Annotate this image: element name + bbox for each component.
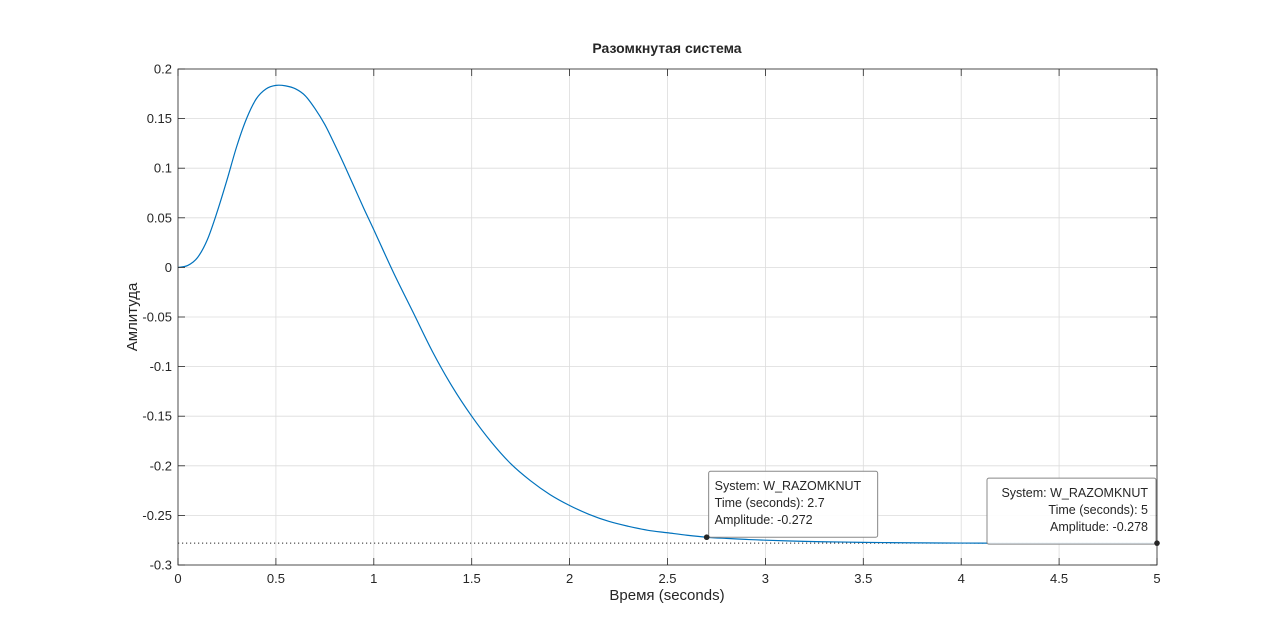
x-tick-labels: 0 0.5 1 1.5 2 2.5 3 3.5 4 4.5 5 [174,571,1160,586]
y-ticks [178,68,1157,566]
y-tick-label: -0.15 [142,409,172,424]
chart-title: Разомкнутая система [592,40,741,56]
x-tick-label: 0 [174,571,181,586]
datatips: System: W_RAZOMKNUT Time (seconds): 2.7 Am… [703,470,1160,546]
y-tick-label: 0.1 [154,161,172,176]
x-tick-label: 1 [370,571,377,586]
y-tick-label: 0.15 [147,111,172,126]
datatip-marker[interactable] [703,534,710,541]
series-line[interactable] [177,84,1157,544]
x-tick-label: 4 [958,571,965,586]
x-tick-label: 0.5 [267,571,285,586]
y-tick-label: -0.3 [150,558,172,573]
datatip-marker[interactable] [1154,540,1160,546]
y-axis-label: Амлитуда [124,282,141,351]
y-tick-label: -0.1 [150,359,172,374]
datatip[interactable]: System: W_RAZOMKNUT Time (seconds): 2.7 Am… [703,470,879,541]
y-tick-label: 0 [165,260,172,275]
x-tick-label: 5 [1153,571,1160,586]
datatip-line: Amplitude: -0.278 [1050,520,1148,534]
x-tick-label: 2 [566,571,573,586]
datatip-line: System: W_RAZOMKNUT [1001,486,1148,500]
y-tick-label: 0.05 [147,210,172,225]
y-tick-label: 0.2 [154,62,172,77]
datatip-box [708,470,879,538]
datatip[interactable]: System: W_RAZOMKNUT Time (seconds): 5 Ampl… [986,477,1160,546]
datatip-line: System: W_RAZOMKNUT [715,479,862,493]
x-axis-label: Время (seconds) [609,587,724,604]
x-ticks [177,69,1158,565]
y-tick-label: -0.2 [150,458,172,473]
datatip-line: Time (seconds): 2.7 [715,496,825,510]
datatip-line: Time (seconds): 5 [1048,503,1148,517]
x-tick-label: 2.5 [658,571,676,586]
x-tick-label: 4.5 [1050,571,1068,586]
y-tick-label: -0.05 [142,310,172,325]
series-layer [177,84,1157,544]
datatip-line: Amplitude: -0.272 [715,513,813,527]
x-tick-label: 3.5 [854,571,872,586]
x-tick-label: 3 [762,571,769,586]
y-tick-labels: 0.2 0.15 0.1 0.05 0 -0.05 -0.1 -0.15 -0.2 -0.25 -0… [142,62,172,573]
x-tick-label: 1.5 [463,571,481,586]
y-tick-label: -0.25 [142,508,172,523]
datatip-box [986,477,1157,545]
